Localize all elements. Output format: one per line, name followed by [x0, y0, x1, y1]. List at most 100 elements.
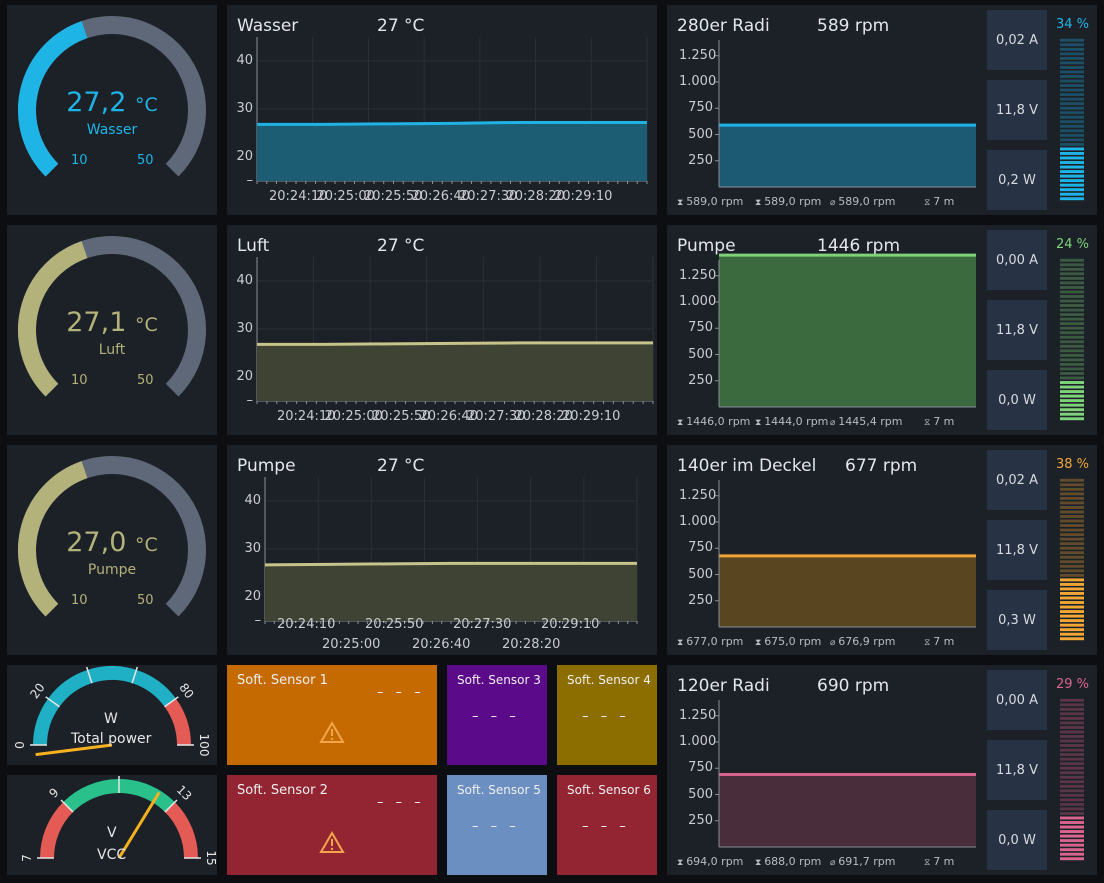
dial-needle [35, 743, 113, 757]
soft-sensor-6[interactable]: Soft. Sensor 6 – – – [557, 775, 657, 875]
series-line [257, 341, 653, 346]
series-area [719, 555, 976, 627]
y-tick-label: 500 [688, 346, 713, 362]
level-segment [1060, 79, 1084, 83]
dial-tick-label: 20 [27, 681, 47, 702]
level-segment [1060, 376, 1084, 380]
level-segment [1060, 510, 1084, 514]
level-segment [1060, 555, 1084, 559]
soft-sensor-3[interactable]: Soft. Sensor 3 – – – [447, 665, 547, 765]
level-segment [1060, 272, 1084, 276]
legend-item: ⧗ 589,0 rpm [677, 195, 743, 208]
level-segment [1060, 151, 1084, 155]
soft-sensor-1[interactable]: Soft. Sensor 1 – – – [227, 665, 437, 765]
ampere-stat: 0,00 A [987, 230, 1047, 290]
fan-rpm: 589 rpm [817, 16, 890, 36]
level-segment [1060, 857, 1084, 861]
x-tick-label: 20:25:50 [364, 189, 423, 204]
x-tick-label: 20:26:40 [412, 637, 471, 652]
legend-icon: ⧗ [677, 418, 687, 428]
level-segment [1060, 344, 1084, 348]
y-tick-label: 750 [688, 540, 713, 556]
soft-sensor-4[interactable]: Soft. Sensor 4 – – – [557, 665, 657, 765]
legend-item: ⧖ 7 m [924, 195, 954, 208]
fan-panel-280er-radi[interactable]: 280er Radi 589 rpm 1.250 1.000 750 500 250 ⧗ 58… [667, 5, 1097, 215]
legend-value: 589,0 rpm [686, 195, 744, 208]
x-tick-label: 20:29:10 [541, 617, 600, 632]
fan-rpm-chart [715, 700, 976, 848]
level-segment [1060, 111, 1084, 115]
y-tick-label: – [254, 613, 262, 628]
temp-chart-wasser[interactable]: Wasser 27 °C 40 30 20–20:24:10 20:25:00 20:2… [227, 5, 657, 215]
x-tick-label: 20:25:00 [322, 637, 381, 652]
level-segment [1060, 524, 1084, 528]
x-tick-label: 20:25:00 [316, 189, 375, 204]
level-segment [1060, 619, 1084, 623]
legend-value: 589,0 rpm [764, 195, 822, 208]
level-segment [1060, 52, 1084, 56]
x-tick-label: 20:24:10 [277, 617, 336, 632]
level-segment [1060, 290, 1084, 294]
soft-sensor-2[interactable]: Soft. Sensor 2 – – – [227, 775, 437, 875]
ampere-stat: 0,00 A [987, 670, 1047, 730]
series-area [265, 563, 637, 621]
level-segment [1060, 353, 1084, 357]
legend-item: ⌀ 1445,4 rpm [830, 415, 903, 428]
level-segment [1060, 843, 1084, 847]
fan-title: 280er Radi [677, 16, 770, 36]
gauge-arc-pumpe [18, 456, 206, 617]
gauge-arc-wasser [18, 16, 206, 177]
chart-current-value: 27 °C [377, 456, 425, 476]
fan-rpm: 677 rpm [845, 456, 918, 476]
y-tick-label: 1.250 [679, 47, 717, 63]
y-tick-label: 40 [236, 53, 253, 68]
x-tick-label: 20:27:30 [467, 409, 526, 424]
y-tick-label: 20 [236, 369, 253, 384]
fan-rpm-chart [715, 253, 976, 408]
level-segment [1060, 322, 1084, 326]
level-segment [1060, 762, 1084, 766]
level-segment [1060, 515, 1084, 518]
level-segment [1060, 61, 1084, 65]
level-segment [1060, 276, 1084, 280]
fan-panel-pumpe[interactable]: Pumpe 1446 rpm 1.250 1.000 750 500 250 ⧗ 1446,0… [667, 225, 1097, 435]
legend-icon: ⧖ [924, 418, 934, 428]
level-segment [1060, 716, 1084, 720]
level-segment [1060, 757, 1084, 761]
gauge-max: 50 [137, 373, 154, 388]
power-stat: 0,0 W [987, 810, 1047, 870]
vcc-gauge: 7 9 11 13 15 V VCC [7, 775, 217, 875]
legend-icon: ⧖ [924, 198, 934, 208]
soft-sensor-5[interactable]: Soft. Sensor 5 – – – [447, 775, 547, 875]
voltage-stat: 11,8 V [987, 520, 1047, 580]
legend-value: 675,0 rpm [764, 635, 822, 648]
series-area [719, 255, 976, 407]
legend-icon: ⧗ [677, 638, 687, 648]
temp-chart-pumpe[interactable]: Pumpe 27 °C 40 30 20 –20:24:10 20:25:50 20:27… [227, 445, 657, 655]
level-segment [1060, 632, 1084, 636]
level-segment [1060, 115, 1084, 119]
x-tick-label: 20:27:30 [453, 617, 512, 632]
temp-chart-luft[interactable]: Luft 27 °C 40 30 20 – 20:24:10 20:25:00 20:25:… [227, 225, 657, 435]
fan-panel-140er-im-deckel[interactable]: 140er im Deckel 677 rpm 1.250 1.000 750 500 25… [667, 445, 1097, 655]
y-tick-label: 500 [688, 786, 713, 802]
gauge-max: 50 [137, 593, 154, 608]
gauge-max: 50 [137, 153, 154, 168]
level-segment [1060, 403, 1084, 407]
level-segment [1060, 637, 1084, 641]
y-tick-label: 40 [244, 493, 261, 508]
legend-item: ⧗ 1444,0 rpm [755, 415, 828, 428]
level-segment [1060, 496, 1084, 500]
level-segment [1060, 834, 1084, 838]
dial-tick-label: 15 [204, 850, 217, 865]
fan-rpm: 1446 rpm [817, 236, 901, 256]
level-segment [1060, 56, 1084, 60]
legend-icon: ⌀ [830, 858, 839, 868]
fan-panel-120er-radi[interactable]: 120er Radi 690 rpm 1.250 1.000 750 500 250 ⧗ 69… [667, 665, 1097, 875]
gauge-label: Pumpe [87, 562, 137, 578]
level-segment [1060, 394, 1084, 398]
fan-level-bar [1060, 38, 1084, 201]
level-segment [1060, 830, 1084, 834]
level-segment [1060, 807, 1084, 811]
